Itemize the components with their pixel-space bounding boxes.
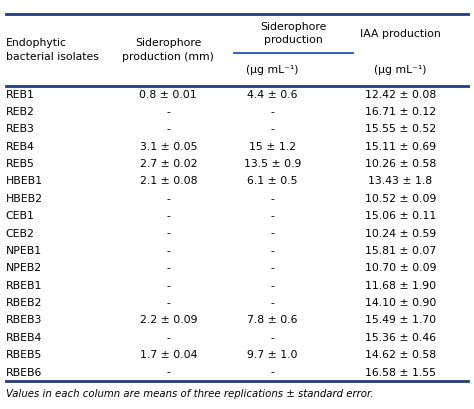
Text: 1.7 ± 0.04: 1.7 ± 0.04	[139, 350, 197, 360]
Text: -: -	[271, 229, 274, 238]
Text: 15.06 ± 0.11: 15.06 ± 0.11	[365, 211, 436, 221]
Text: RBEB1: RBEB1	[6, 281, 42, 291]
Text: 0.8 ± 0.01: 0.8 ± 0.01	[139, 90, 197, 99]
Text: -: -	[271, 211, 274, 221]
Text: 3.1 ± 0.05: 3.1 ± 0.05	[139, 142, 197, 152]
Text: -: -	[166, 124, 170, 134]
Text: 9.7 ± 1.0: 9.7 ± 1.0	[247, 350, 298, 360]
Text: -: -	[271, 281, 274, 291]
Text: 16.71 ± 0.12: 16.71 ± 0.12	[365, 107, 436, 117]
Text: HBEB2: HBEB2	[6, 194, 43, 204]
Text: 15.36 ± 0.46: 15.36 ± 0.46	[365, 333, 436, 343]
Text: Values in each column are means of three replications ± standard error.: Values in each column are means of three…	[6, 389, 373, 399]
Text: 2.2 ± 0.09: 2.2 ± 0.09	[139, 315, 197, 326]
Text: -: -	[271, 368, 274, 378]
Text: IAA production: IAA production	[360, 29, 441, 39]
Text: 13.5 ± 0.9: 13.5 ± 0.9	[244, 159, 301, 169]
Text: Siderophore
production (mm): Siderophore production (mm)	[122, 38, 214, 62]
Text: 2.1 ± 0.08: 2.1 ± 0.08	[139, 176, 197, 187]
Text: -: -	[271, 124, 274, 134]
Text: -: -	[166, 229, 170, 238]
Text: -: -	[271, 107, 274, 117]
Text: 15.81 ± 0.07: 15.81 ± 0.07	[365, 246, 436, 256]
Text: 16.58 ± 1.55: 16.58 ± 1.55	[365, 368, 436, 378]
Text: 15.11 ± 0.69: 15.11 ± 0.69	[365, 142, 436, 152]
Text: REB1: REB1	[6, 90, 35, 99]
Text: -: -	[166, 298, 170, 308]
Text: Endophytic
bacterial isolates: Endophytic bacterial isolates	[6, 38, 99, 62]
Text: REB4: REB4	[6, 142, 35, 152]
Text: 15.49 ± 1.70: 15.49 ± 1.70	[365, 315, 436, 326]
Text: -: -	[271, 246, 274, 256]
Text: RBEB4: RBEB4	[6, 333, 42, 343]
Text: 4.4 ± 0.6: 4.4 ± 0.6	[247, 90, 298, 99]
Text: -: -	[166, 281, 170, 291]
Text: 13.43 ± 1.8: 13.43 ± 1.8	[368, 176, 433, 187]
Text: -: -	[271, 298, 274, 308]
Text: 10.24 ± 0.59: 10.24 ± 0.59	[365, 229, 436, 238]
Text: 6.1 ± 0.5: 6.1 ± 0.5	[247, 176, 298, 187]
Text: Siderophore
production: Siderophore production	[260, 22, 327, 45]
Text: -: -	[166, 194, 170, 204]
Text: CEB1: CEB1	[6, 211, 35, 221]
Text: 11.68 ± 1.90: 11.68 ± 1.90	[365, 281, 436, 291]
Text: (μg mL⁻¹): (μg mL⁻¹)	[374, 65, 427, 74]
Text: HBEB1: HBEB1	[6, 176, 43, 187]
Text: -: -	[166, 107, 170, 117]
Text: 14.62 ± 0.58: 14.62 ± 0.58	[365, 350, 436, 360]
Text: -: -	[271, 263, 274, 273]
Text: 15 ± 1.2: 15 ± 1.2	[249, 142, 296, 152]
Text: 7.8 ± 0.6: 7.8 ± 0.6	[247, 315, 298, 326]
Text: 12.42 ± 0.08: 12.42 ± 0.08	[365, 90, 436, 99]
Text: 14.10 ± 0.90: 14.10 ± 0.90	[365, 298, 436, 308]
Text: NPEB2: NPEB2	[6, 263, 42, 273]
Text: REB2: REB2	[6, 107, 35, 117]
Text: -: -	[166, 368, 170, 378]
Text: RBEB6: RBEB6	[6, 368, 42, 378]
Text: (μg mL⁻¹): (μg mL⁻¹)	[246, 65, 299, 74]
Text: NPEB1: NPEB1	[6, 246, 42, 256]
Text: -: -	[166, 211, 170, 221]
Text: 10.52 ± 0.09: 10.52 ± 0.09	[365, 194, 436, 204]
Text: REB5: REB5	[6, 159, 35, 169]
Text: RBEB2: RBEB2	[6, 298, 42, 308]
Text: RBEB5: RBEB5	[6, 350, 42, 360]
Text: 10.26 ± 0.58: 10.26 ± 0.58	[365, 159, 436, 169]
Text: RBEB3: RBEB3	[6, 315, 42, 326]
Text: 2.7 ± 0.02: 2.7 ± 0.02	[139, 159, 197, 169]
Text: 15.55 ± 0.52: 15.55 ± 0.52	[365, 124, 436, 134]
Text: -: -	[166, 246, 170, 256]
Text: 10.70 ± 0.09: 10.70 ± 0.09	[365, 263, 436, 273]
Text: -: -	[271, 333, 274, 343]
Text: CEB2: CEB2	[6, 229, 35, 238]
Text: REB3: REB3	[6, 124, 35, 134]
Text: -: -	[166, 263, 170, 273]
Text: -: -	[166, 333, 170, 343]
Text: -: -	[271, 194, 274, 204]
